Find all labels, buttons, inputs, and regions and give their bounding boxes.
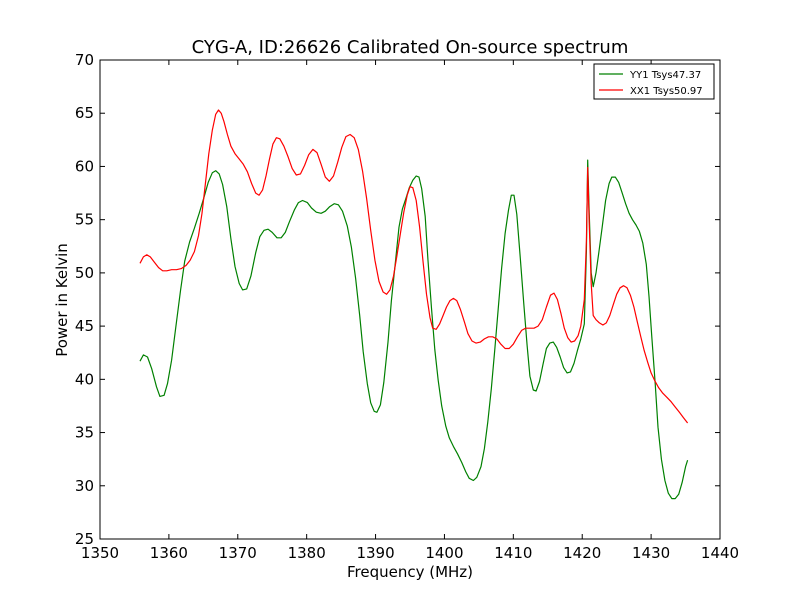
legend-label-yy1: YY1 Tsys47.37: [629, 70, 701, 81]
legend-label-xx1: XX1 Tsys50.97: [630, 86, 703, 97]
y-tick-label: 60: [75, 157, 94, 175]
x-tick-label: 1440: [701, 544, 739, 562]
plot-area: [100, 60, 720, 539]
plot-frame: [99, 59, 721, 540]
x-tick-label: 1430: [632, 544, 670, 562]
y-tick-label: 50: [75, 264, 94, 282]
y-tick-label: 70: [75, 51, 94, 69]
series-line-yy1: [139, 159, 689, 500]
tick-layer: 1350 1360 1370 1380 1390 1400 1410 1420 1430 1440…: [75, 51, 739, 562]
x-tick-label: 1390: [356, 544, 394, 562]
y-tick-label: 55: [75, 211, 94, 229]
series-line-xx1: [139, 109, 689, 424]
x-tick-label: 1350: [81, 544, 119, 562]
y-tick-label: 65: [75, 104, 94, 122]
y-tick-label: 40: [75, 370, 94, 388]
series-layer: [139, 109, 689, 500]
y-tick-label: 30: [75, 477, 94, 495]
y-tick-label: 45: [75, 317, 94, 335]
y-axis-label: Power in Kelvin: [53, 243, 71, 357]
x-tick-label: 1360: [150, 544, 188, 562]
y-tick-label: 35: [75, 424, 94, 442]
x-tick-label: 1370: [219, 544, 257, 562]
x-tick-label: 1420: [563, 544, 601, 562]
x-axis-label: Frequency (MHz): [347, 563, 473, 581]
y-tick-label: 25: [75, 530, 94, 548]
x-tick-label: 1410: [494, 544, 532, 562]
legend: YY1 Tsys47.37 XX1 Tsys50.97: [593, 63, 715, 100]
x-tick-label: 1400: [425, 544, 463, 562]
chart-title: CYG-A, ID:26626 Calibrated On-source spe…: [192, 37, 629, 58]
x-tick-label: 1380: [288, 544, 326, 562]
legend-box: [593, 63, 715, 100]
